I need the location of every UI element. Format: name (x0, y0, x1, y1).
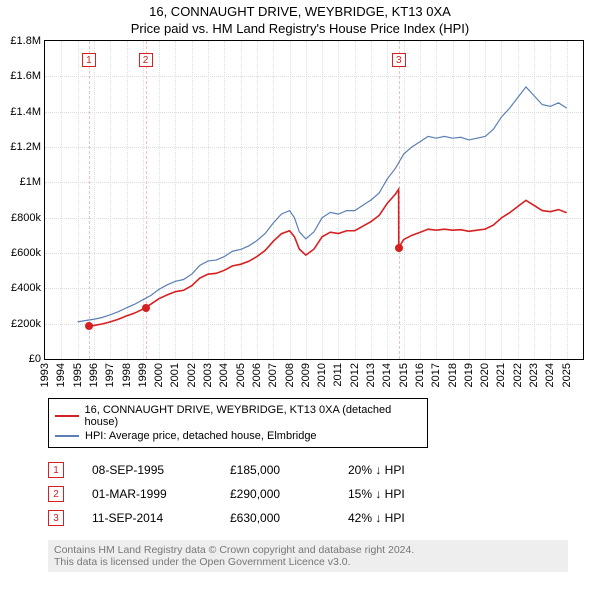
sales-row: 2 01-MAR-1999 £290,000 15% ↓ HPI (48, 482, 600, 506)
sales-price: £290,000 (230, 487, 320, 501)
x-tick-label: 2024 (544, 363, 556, 387)
sales-diff: 15% ↓ HPI (348, 487, 458, 501)
sale-dot (85, 322, 93, 330)
sale-dot (142, 304, 150, 312)
x-tick-label: 2007 (267, 363, 279, 387)
x-tick-label: 2021 (495, 363, 507, 387)
sales-row: 3 11-SEP-2014 £630,000 42% ↓ HPI (48, 506, 600, 530)
x-tick-label: 1994 (55, 363, 67, 387)
sales-date: 08-SEP-1995 (92, 463, 202, 477)
x-tick-label: 1999 (137, 363, 149, 387)
x-tick-label: 2002 (186, 363, 198, 387)
sale-dot (395, 244, 403, 252)
legend-row: 16, CONNAUGHT DRIVE, WEYBRIDGE, KT13 0XA… (55, 403, 421, 429)
sales-marker: 1 (48, 462, 64, 478)
chart-container: 16, CONNAUGHT DRIVE, WEYBRIDGE, KT13 0XA… (0, 0, 600, 590)
plot-area: £0£200k£400k£600k£800k£1M£1.2M£1.4M£1.6M… (44, 40, 584, 360)
legend-swatch (55, 435, 79, 437)
x-tick-label: 2003 (202, 363, 214, 387)
series-property (89, 189, 567, 326)
x-tick-label: 2010 (316, 363, 328, 387)
sale-marker-1: 1 (82, 53, 96, 67)
x-tick-label: 2017 (430, 363, 442, 387)
x-tick-label: 2004 (218, 363, 230, 387)
legend-row: HPI: Average price, detached house, Elmb… (55, 429, 421, 443)
y-tick-label: £200k (11, 318, 41, 330)
y-tick-label: £1.2M (10, 141, 41, 153)
sales-diff: 42% ↓ HPI (348, 511, 458, 525)
attribution-footer: Contains HM Land Registry data © Crown c… (48, 540, 568, 572)
legend-label: HPI: Average price, detached house, Elmb… (85, 430, 317, 442)
x-tick-label: 2015 (398, 363, 410, 387)
footer-line-2: This data is licensed under the Open Gov… (54, 556, 562, 568)
sales-marker: 2 (48, 486, 64, 502)
sales-diff: 20% ↓ HPI (348, 463, 458, 477)
sales-table: 1 08-SEP-1995 £185,000 20% ↓ HPI 2 01-MAR-199… (48, 458, 600, 530)
x-tick-label: 2018 (447, 363, 459, 387)
x-tick-label: 2001 (169, 363, 181, 387)
x-tick-label: 1993 (39, 363, 51, 387)
x-tick-label: 2013 (365, 363, 377, 387)
x-tick-label: 2012 (349, 363, 361, 387)
title-line-1: 16, CONNAUGHT DRIVE, WEYBRIDGE, KT13 0XA (0, 0, 600, 19)
y-tick-label: £1.6M (10, 70, 41, 82)
x-tick-label: 2011 (332, 363, 344, 387)
y-tick-label: £1M (20, 176, 41, 188)
x-tick-label: 1997 (104, 363, 116, 387)
y-tick-label: £400k (11, 282, 41, 294)
sale-marker-2: 2 (139, 53, 153, 67)
x-tick-label: 2023 (528, 363, 540, 387)
sale-marker-3: 3 (392, 53, 406, 67)
y-tick-label: £800k (11, 212, 41, 224)
y-tick-label: £1.8M (10, 35, 41, 47)
y-tick-label: £600k (11, 247, 41, 259)
x-tick-label: 1998 (121, 363, 133, 387)
footer-line-1: Contains HM Land Registry data © Crown c… (54, 544, 562, 556)
x-tick-label: 2006 (251, 363, 263, 387)
legend-label: 16, CONNAUGHT DRIVE, WEYBRIDGE, KT13 0XA… (85, 404, 421, 428)
x-tick-label: 2016 (414, 363, 426, 387)
sales-row: 1 08-SEP-1995 £185,000 20% ↓ HPI (48, 458, 600, 482)
legend-swatch (55, 415, 79, 417)
x-tick-label: 2000 (153, 363, 165, 387)
x-tick-label: 2019 (463, 363, 475, 387)
sales-date: 11-SEP-2014 (92, 511, 202, 525)
x-tick-label: 1996 (88, 363, 100, 387)
series-svg (45, 41, 583, 359)
x-tick-label: 2025 (561, 363, 573, 387)
y-tick-label: £1.4M (10, 106, 41, 118)
titles: 16, CONNAUGHT DRIVE, WEYBRIDGE, KT13 0XA… (0, 0, 600, 40)
x-tick-label: 1995 (72, 363, 84, 387)
x-tick-label: 2020 (479, 363, 491, 387)
sales-price: £630,000 (230, 511, 320, 525)
series-hpi (78, 87, 567, 322)
sales-date: 01-MAR-1999 (92, 487, 202, 501)
x-tick-label: 2014 (381, 363, 393, 387)
x-tick-label: 2008 (284, 363, 296, 387)
sales-price: £185,000 (230, 463, 320, 477)
title-line-2: Price paid vs. HM Land Registry's House … (0, 19, 600, 40)
x-tick-label: 2022 (512, 363, 524, 387)
legend: 16, CONNAUGHT DRIVE, WEYBRIDGE, KT13 0XA… (48, 398, 428, 448)
sales-marker: 3 (48, 510, 64, 526)
x-tick-label: 2005 (235, 363, 247, 387)
x-tick-label: 2009 (300, 363, 312, 387)
